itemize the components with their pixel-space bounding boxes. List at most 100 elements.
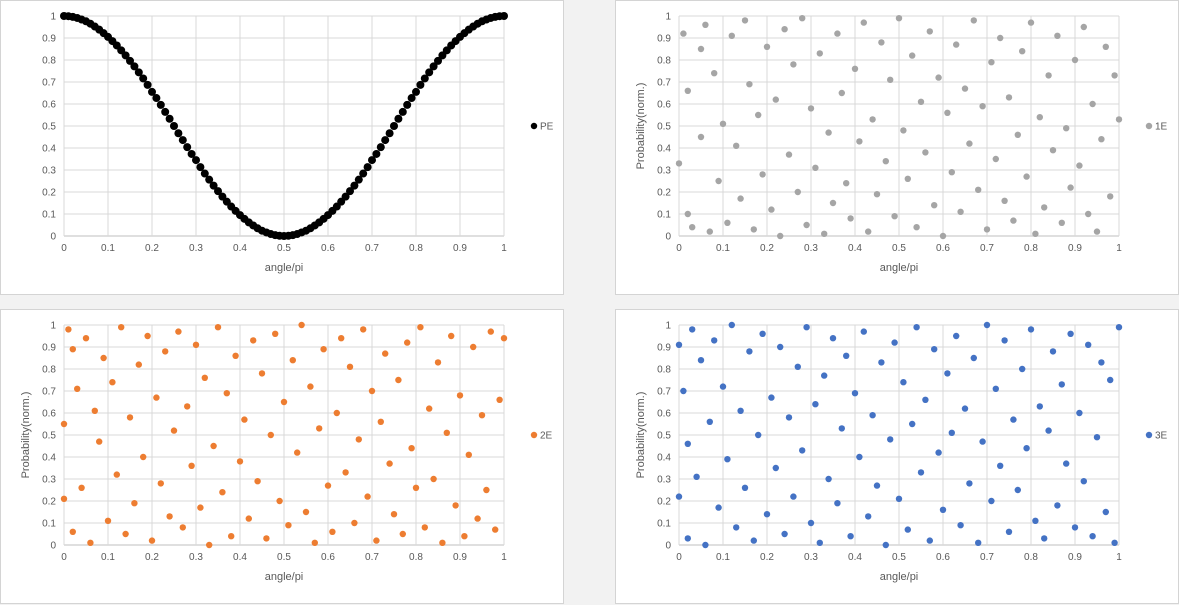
- x-axis-label: angle/pi: [880, 262, 919, 274]
- data-point: [209, 181, 218, 190]
- data-point: [1089, 100, 1096, 108]
- data-point: [675, 160, 683, 167]
- data-point: [961, 405, 969, 412]
- legend-marker: [530, 431, 538, 439]
- data-point: [803, 221, 810, 229]
- data-point: [130, 62, 139, 71]
- data-point: [882, 541, 889, 549]
- data-point: [250, 337, 257, 344]
- data-point: [997, 34, 1004, 42]
- x-tick-label: 0.3: [189, 243, 203, 254]
- data-point: [1032, 517, 1039, 524]
- data-point: [425, 68, 434, 77]
- data-point: [926, 28, 933, 35]
- data-point: [1093, 434, 1101, 441]
- data-point: [1098, 136, 1105, 143]
- data-point: [1014, 131, 1021, 138]
- y-tick-label: 1: [665, 12, 671, 23]
- data-point: [381, 136, 390, 145]
- data-point: [461, 533, 468, 540]
- y-tick-label: 0.3: [42, 166, 56, 177]
- data-point: [187, 149, 196, 158]
- data-point: [904, 175, 911, 182]
- data-point: [689, 224, 696, 231]
- data-point: [882, 158, 889, 165]
- data-point: [1014, 486, 1021, 494]
- y-tick-label: 0.7: [42, 387, 56, 398]
- data-point: [1054, 32, 1061, 39]
- data-point: [741, 484, 749, 491]
- data-point: [188, 462, 195, 469]
- data-point: [174, 129, 183, 138]
- data-point: [843, 180, 850, 187]
- y-tick-label: 0.6: [657, 409, 671, 420]
- data-point: [434, 359, 442, 366]
- data-point: [1001, 337, 1008, 344]
- data-point: [426, 405, 433, 412]
- data-point: [245, 515, 252, 522]
- x-tick-label: 1: [501, 243, 507, 254]
- chart-panel-1e: 0 0.1 0.2 0.3 0.4 0.5 0.6 0.7 0.8 0.9 1 0 0.1 0.2 0.3 0…: [615, 0, 1179, 295]
- data-point: [741, 17, 749, 24]
- gridlines: [678, 324, 1120, 546]
- x-tick-label: 0.2: [760, 243, 774, 254]
- data-point: [794, 188, 801, 196]
- data-point: [689, 326, 696, 333]
- data-point: [360, 326, 367, 333]
- y-tick-label: 0.6: [42, 409, 56, 420]
- data-point: [917, 98, 925, 106]
- data-point: [1023, 445, 1030, 452]
- data-point: [228, 533, 235, 540]
- data-point: [851, 390, 859, 397]
- data-point: [887, 436, 894, 443]
- data-point: [684, 440, 691, 447]
- chart-panel-2e: 0 0.1 0.2 0.3 0.4 0.5 0.6 0.7 0.8 0.9 1 0 0.1 0.2 0.3 0…: [0, 309, 564, 604]
- chart-pe-svg: 0 0.1 0.2 0.3 0.4 0.5 0.6 0.7 0.8 0.9 1 0 0.1 0.2 0.3 0…: [42, 12, 554, 275]
- data-point: [162, 348, 169, 355]
- data-point: [873, 482, 881, 489]
- data-point: [232, 352, 239, 359]
- data-point: [96, 438, 103, 445]
- data-point: [420, 74, 429, 83]
- data-point: [702, 21, 709, 28]
- data-point: [935, 449, 942, 456]
- data-point: [1019, 365, 1026, 373]
- data-point: [1115, 324, 1123, 331]
- data-point: [1001, 197, 1008, 204]
- data-point: [285, 522, 292, 529]
- data-point: [430, 475, 437, 483]
- data-point: [825, 129, 832, 136]
- x-tick-label: 0.9: [453, 243, 467, 254]
- y-tick-label: 0.6: [657, 100, 671, 111]
- y-tick-label: 1: [50, 321, 56, 332]
- x-tick-label: 0.8: [1024, 243, 1038, 254]
- y-tick-label: 0.9: [657, 343, 671, 354]
- y-tick-label: 0.2: [42, 188, 56, 199]
- data-point: [223, 390, 230, 397]
- data-point: [236, 458, 244, 465]
- data-point: [1049, 147, 1057, 154]
- data-point: [1023, 173, 1030, 180]
- y-tick-label: 0.4: [42, 144, 56, 155]
- data-point: [135, 361, 142, 368]
- data-point: [320, 346, 327, 353]
- data-point: [166, 513, 173, 520]
- data-point: [311, 539, 318, 546]
- data-point: [992, 385, 999, 392]
- data-point: [913, 324, 920, 331]
- data-point: [456, 392, 464, 399]
- data-point: [267, 431, 274, 439]
- data-point: [294, 449, 301, 456]
- data-point: [944, 370, 951, 377]
- data-point: [1085, 341, 1092, 348]
- x-tick-label: 0.4: [848, 552, 862, 563]
- tick-labels: 0 0.1 0.2 0.3 0.4 0.5 0.6 0.7 0.8 0.9 1 0 0.1 0.2 0.3 0…: [42, 321, 507, 564]
- data-point: [452, 502, 459, 509]
- data-point: [781, 530, 788, 538]
- data-point: [483, 486, 490, 494]
- data-point: [728, 32, 735, 39]
- data-point: [931, 202, 938, 209]
- x-tick-label: 0: [61, 552, 67, 563]
- data-point: [728, 321, 735, 329]
- data-point: [992, 155, 999, 163]
